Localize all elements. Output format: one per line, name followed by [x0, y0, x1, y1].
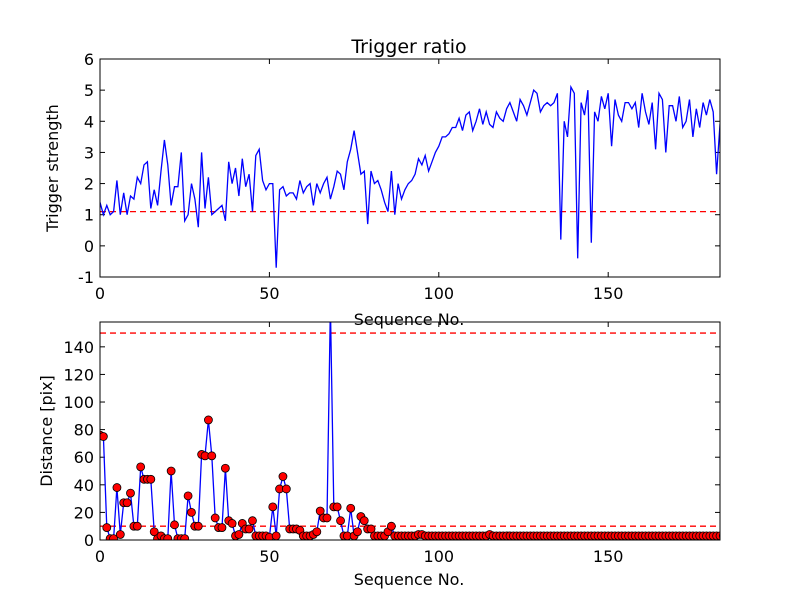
data-point [122, 498, 132, 508]
data-point [281, 484, 291, 494]
x-tick-label: 0 [95, 284, 105, 303]
y-tick-label: 80 [74, 421, 94, 440]
trigger-strength-series [100, 84, 720, 268]
y-tick-label: 5 [84, 81, 94, 100]
data-point [210, 513, 220, 523]
data-point [180, 534, 190, 540]
data-point [322, 513, 332, 523]
data-point [366, 524, 376, 534]
x-tick-label: 150 [593, 284, 624, 303]
data-point [166, 466, 176, 476]
data-point [220, 463, 230, 473]
top-axes-frame [99, 58, 721, 278]
chart-title: Trigger ratio [350, 36, 466, 58]
data-point [183, 491, 193, 501]
y-tick-label: 60 [74, 448, 94, 467]
data-point [715, 531, 720, 540]
data-point [102, 523, 112, 532]
x-tick-label: 0 [95, 547, 105, 566]
data-point [332, 502, 342, 512]
data-point [336, 516, 345, 526]
y-tick-label: 140 [63, 338, 94, 357]
data-point [271, 531, 281, 540]
data-point [170, 520, 179, 530]
data-point [163, 534, 173, 540]
y-tick-label: 3 [84, 143, 94, 162]
data-point [346, 503, 356, 513]
x-tick-label: 150 [593, 547, 624, 566]
data-point [112, 483, 122, 492]
bottom-x-axis-label: Sequence No. [354, 570, 465, 589]
data-point [149, 527, 159, 537]
data-point [359, 516, 369, 526]
data-point [353, 527, 362, 537]
data-point [100, 432, 108, 441]
data-point [268, 502, 278, 512]
data-point [132, 521, 142, 531]
data-point [217, 523, 227, 532]
y-tick-label: 120 [63, 365, 94, 384]
y-tick-label: 6 [84, 50, 94, 69]
top-x-axis-label: Sequence No. [354, 310, 465, 329]
data-point [109, 534, 118, 540]
data-point [207, 451, 217, 461]
bottom-y-axis-label: Distance [pix] [37, 375, 56, 487]
data-point [115, 530, 125, 539]
data-point [193, 521, 203, 531]
bottom-axis-ticks: 0 50 100 150 0 20 40 60 80 100 120 140 [63, 322, 720, 566]
distance-markers [100, 415, 720, 540]
data-point [146, 474, 156, 484]
y-tick-label: 4 [84, 112, 94, 131]
data-point [248, 516, 257, 526]
data-point [126, 488, 135, 498]
top-y-axis-label: Trigger strength [43, 104, 62, 233]
data-point [244, 524, 254, 534]
x-tick-label: 50 [259, 284, 279, 303]
y-tick-label: 100 [63, 393, 94, 412]
x-tick-label: 100 [424, 547, 455, 566]
bottom-axes-frame [99, 321, 721, 541]
y-tick-label: 20 [74, 503, 94, 522]
data-point [227, 519, 237, 528]
y-tick-label: 2 [84, 175, 94, 194]
data-point [187, 508, 196, 517]
y-tick-label: 40 [74, 476, 94, 495]
x-tick-label: 50 [259, 547, 279, 566]
data-point [234, 530, 244, 539]
y-tick-label: 0 [84, 237, 94, 256]
data-point [386, 521, 396, 531]
x-tick-label: 100 [424, 284, 455, 303]
data-point [204, 415, 213, 425]
y-tick-label: 1 [84, 206, 94, 225]
y-tick-label: 0 [84, 531, 94, 550]
data-point [136, 462, 146, 472]
y-tick-label: -1 [78, 268, 94, 287]
data-point [315, 506, 325, 516]
distance-subplot: 0 50 100 150 0 20 40 60 80 100 120 140 Sequence No.… [37, 321, 721, 589]
data-point [278, 472, 288, 481]
data-point [312, 527, 322, 537]
